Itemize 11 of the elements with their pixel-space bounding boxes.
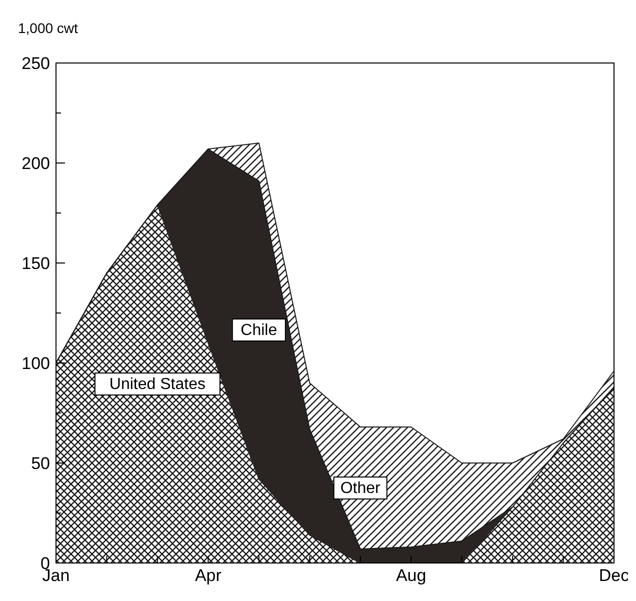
- y-tick-label: 250: [22, 54, 50, 73]
- y-tick-label: 200: [22, 154, 50, 173]
- x-tick-label: Aug: [396, 566, 426, 585]
- y-axis-title: 1,000 cwt: [18, 20, 78, 36]
- series-label: Other: [340, 480, 382, 497]
- y-tick-label: 50: [31, 454, 50, 473]
- y-tick-label: 150: [22, 254, 50, 273]
- y-tick-label: 100: [22, 354, 50, 373]
- x-tick-label: Apr: [194, 566, 222, 585]
- series-label: Chile: [240, 322, 278, 339]
- series-label: United States: [109, 376, 206, 393]
